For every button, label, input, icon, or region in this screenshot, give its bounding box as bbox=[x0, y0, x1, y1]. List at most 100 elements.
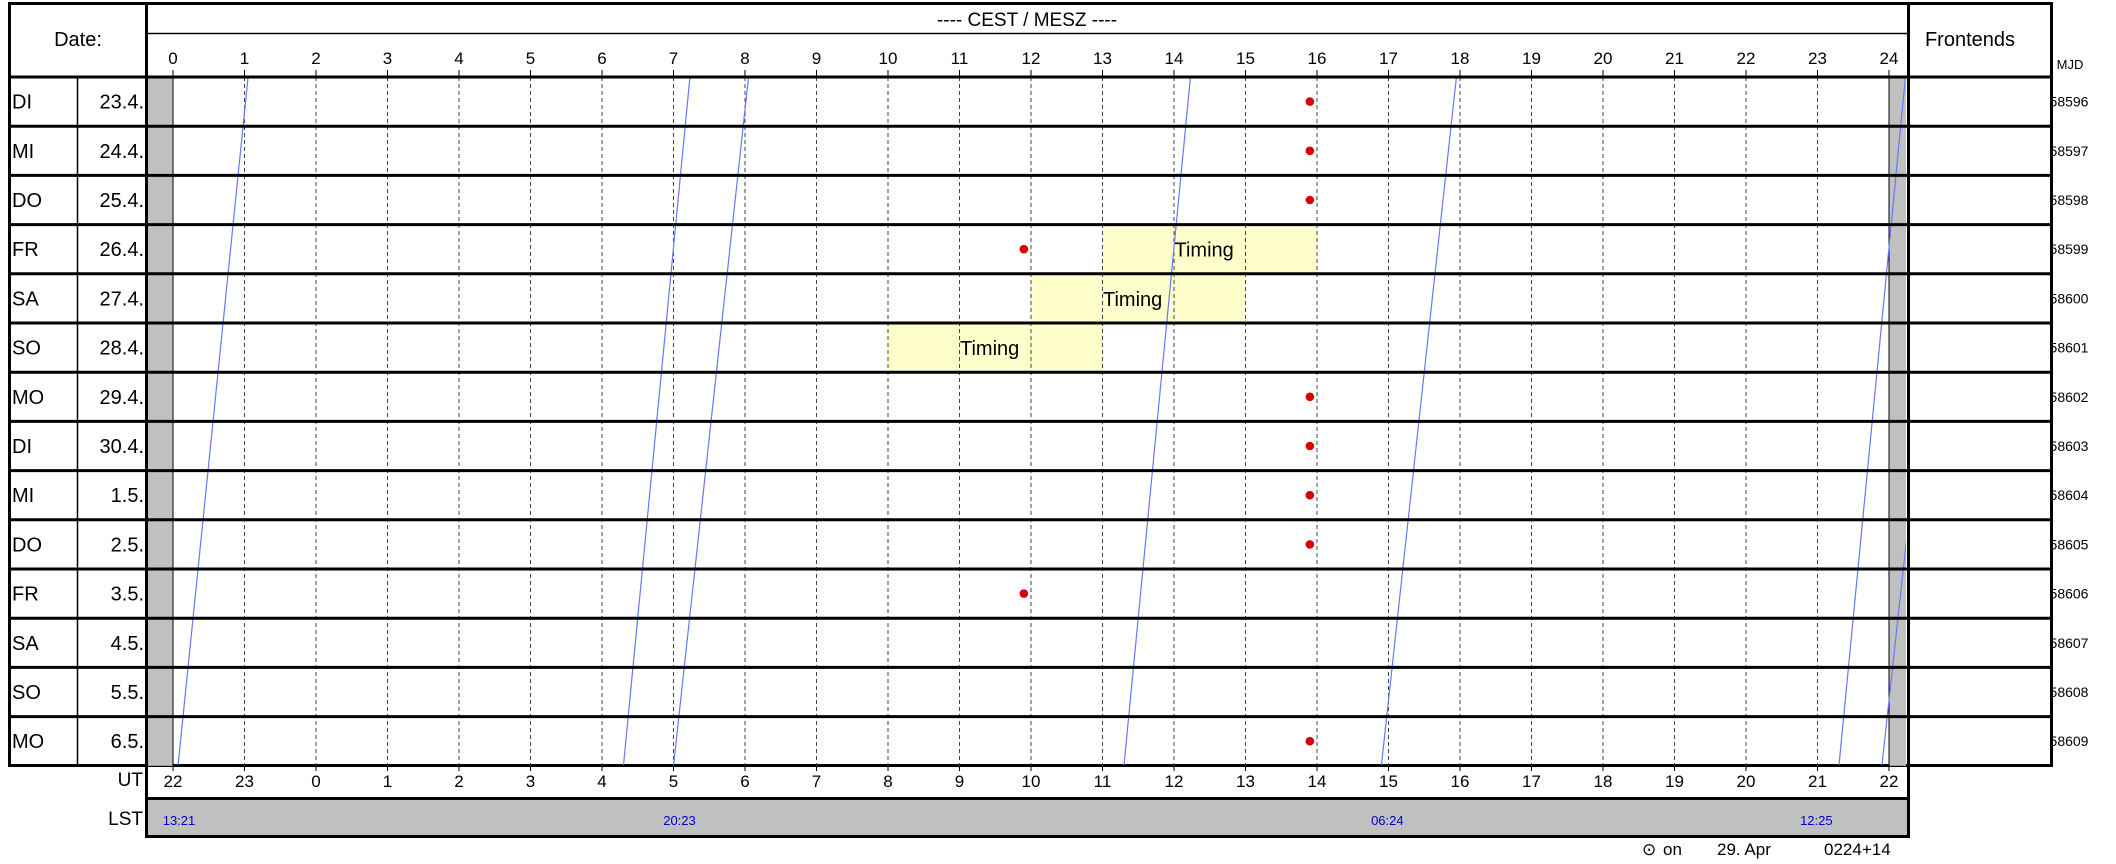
ut-hour-label: 17 bbox=[1522, 772, 1541, 791]
timezone-header: ---- CEST / MESZ ---- bbox=[937, 10, 1117, 31]
ut-hour-label: 16 bbox=[1451, 772, 1470, 791]
ut-label: UT bbox=[118, 770, 144, 791]
row-day-label: FR bbox=[12, 239, 39, 261]
footer-date: 29. Apr bbox=[1717, 840, 1771, 859]
cest-hour-label: 7 bbox=[669, 49, 678, 68]
row-mjd-label: 58603 bbox=[2050, 438, 2089, 454]
row-day-label: DO bbox=[12, 190, 42, 212]
footer-on: on bbox=[1663, 840, 1682, 859]
observation-dot bbox=[1305, 540, 1315, 549]
lst-marker-label: 20:23 bbox=[663, 813, 696, 828]
row-date-label: 26.4. bbox=[100, 239, 144, 261]
row-day-label: MO bbox=[12, 387, 44, 409]
cest-hour-label: 13 bbox=[1093, 49, 1112, 68]
row-day-label: DI bbox=[12, 436, 32, 458]
ut-hour-label: 6 bbox=[740, 772, 749, 791]
row-mjd-label: 58599 bbox=[2050, 241, 2089, 257]
cest-hour-label: 0 bbox=[168, 49, 177, 68]
cest-hour-label: 6 bbox=[597, 49, 606, 68]
cest-hour-label: 1 bbox=[240, 49, 249, 68]
row-date-label: 6.5. bbox=[111, 731, 144, 753]
observation-dot bbox=[1019, 244, 1029, 254]
observation-dot bbox=[1305, 490, 1315, 500]
cest-hour-label: 12 bbox=[1022, 49, 1041, 68]
row-day-label: DI bbox=[12, 92, 32, 114]
observation-dot bbox=[1305, 195, 1315, 205]
row-mjd-label: 58602 bbox=[2050, 389, 2089, 405]
row-day-label: SO bbox=[12, 338, 41, 360]
frontends-header: Frontends bbox=[1925, 29, 2015, 51]
row-date-label: 30.4. bbox=[100, 436, 144, 458]
row-mjd-label: 58601 bbox=[2050, 340, 2089, 356]
lst-bar bbox=[148, 800, 1907, 835]
cest-hour-label: 20 bbox=[1594, 49, 1613, 68]
cest-hour-label: 22 bbox=[1737, 49, 1756, 68]
row-date-label: 27.4. bbox=[100, 288, 144, 310]
row-date-label: 28.4. bbox=[100, 338, 144, 360]
ut-hour-label: 5 bbox=[669, 772, 678, 791]
row-date-label: 25.4. bbox=[100, 190, 144, 212]
cest-hour-label: 16 bbox=[1308, 49, 1327, 68]
ut-hour-label: 3 bbox=[526, 772, 535, 791]
row-date-label: 2.5. bbox=[111, 534, 144, 556]
cest-hour-label: 23 bbox=[1808, 49, 1827, 68]
row-date-label: 3.5. bbox=[111, 584, 144, 606]
ut-hour-label: 11 bbox=[1094, 772, 1112, 791]
observation-dot bbox=[1305, 97, 1315, 106]
row-date-label: 29.4. bbox=[100, 387, 144, 409]
row-day-label: FR bbox=[12, 584, 39, 606]
cest-hour-label: 14 bbox=[1165, 49, 1184, 68]
row-mjd-label: 58607 bbox=[2050, 635, 2089, 651]
observation-dot bbox=[1305, 441, 1315, 451]
cest-hour-label: 8 bbox=[740, 49, 749, 68]
cest-hour-label: 17 bbox=[1379, 49, 1398, 68]
timing-block bbox=[1102, 225, 1317, 273]
timing-label: Timing bbox=[1175, 240, 1234, 262]
row-date-label: 23.4. bbox=[100, 92, 144, 114]
cest-hour-label: 3 bbox=[383, 49, 392, 68]
observation-dot bbox=[1305, 736, 1315, 746]
row-day-label: MO bbox=[12, 731, 44, 753]
ut-hour-label: 13 bbox=[1236, 772, 1255, 791]
ut-hour-label: 23 bbox=[235, 772, 254, 791]
row-mjd-label: 58598 bbox=[2050, 192, 2089, 208]
row-day-label: DO bbox=[12, 534, 42, 556]
date-header: Date: bbox=[54, 29, 102, 51]
row-date-label: 1.5. bbox=[111, 485, 144, 507]
ut-hour-label: 22 bbox=[1880, 772, 1899, 791]
mjd-header: MJD bbox=[2057, 57, 2084, 72]
lst-marker-label: 06:24 bbox=[1371, 813, 1404, 828]
sun-icon: ⊙ bbox=[1642, 840, 1656, 859]
row-date-label: 4.5. bbox=[111, 633, 144, 655]
ut-hour-label: 21 bbox=[1808, 772, 1827, 791]
row-mjd-label: 58606 bbox=[2050, 586, 2089, 602]
cest-hour-label: 2 bbox=[311, 49, 320, 68]
ut-hour-label: 4 bbox=[597, 772, 606, 791]
ut-hour-label: 18 bbox=[1594, 772, 1613, 791]
ut-hour-label: 14 bbox=[1308, 772, 1327, 791]
cest-hour-label: 5 bbox=[526, 49, 535, 68]
ut-hour-label: 2 bbox=[454, 772, 463, 791]
cest-hour-label: 18 bbox=[1451, 49, 1470, 68]
ut-hour-label: 1 bbox=[383, 772, 392, 791]
ut-hour-label: 10 bbox=[1022, 772, 1041, 791]
timing-block bbox=[888, 324, 1103, 372]
row-mjd-label: 58600 bbox=[2050, 290, 2089, 306]
lst-label: LST bbox=[108, 809, 143, 830]
row-mjd-label: 58597 bbox=[2050, 143, 2089, 159]
observation-dot bbox=[1305, 392, 1315, 402]
cest-hour-label: 24 bbox=[1880, 49, 1899, 68]
cest-hour-label: 9 bbox=[812, 49, 821, 68]
ut-hour-label: 9 bbox=[955, 772, 964, 791]
ut-hour-label: 7 bbox=[812, 772, 821, 791]
row-day-label: SA bbox=[12, 288, 39, 310]
row-mjd-label: 58608 bbox=[2050, 684, 2089, 700]
ut-hour-label: 19 bbox=[1665, 772, 1684, 791]
cest-hour-label: 19 bbox=[1522, 49, 1541, 68]
timing-label: Timing bbox=[1103, 289, 1162, 311]
ut-hour-label: 8 bbox=[883, 772, 892, 791]
row-mjd-label: 58609 bbox=[2050, 733, 2089, 749]
cest-hour-label: 11 bbox=[951, 49, 969, 68]
cest-hour-label: 15 bbox=[1236, 49, 1255, 68]
